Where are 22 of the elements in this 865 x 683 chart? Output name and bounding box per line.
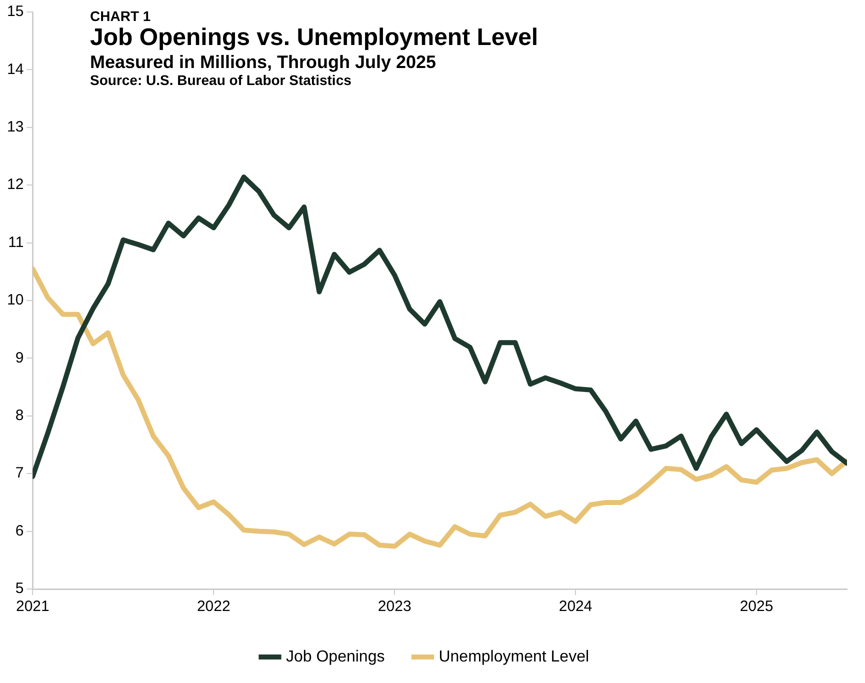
y-tick-label: 14 — [6, 60, 24, 78]
annotation: CHART 1 — [90, 8, 152, 24]
text: Measured in Millions, Through July 2025 — [90, 52, 438, 72]
y-tick-label: 8 — [15, 407, 24, 424]
x-tick-label: 2022 — [196, 598, 230, 616]
legend-label: Unemployment Level — [438, 648, 590, 666]
x-tick-label: 2023 — [378, 598, 412, 616]
legend-label: Job Openings — [286, 648, 385, 666]
y-tick-label: 15 — [6, 3, 24, 20]
y-tick-label: 9 — [15, 349, 24, 366]
annotation: Source: U.S. Bureau of Labor Statistics — [90, 72, 352, 88]
y-tick-label: 7 — [15, 464, 24, 482]
y-tick-label: 10 — [6, 292, 24, 309]
y-tick-label: 11 — [8, 234, 24, 251]
x-tick-label: 2024 — [558, 598, 592, 616]
x-tick-label: 2025 — [740, 598, 774, 616]
x-tick-label: 2021 — [16, 598, 50, 616]
y-tick-label: 6 — [15, 522, 24, 540]
y-tick-label: 12 — [6, 176, 24, 194]
y-tick-label: 5 — [15, 580, 24, 598]
text: Job Openings vs. Unemployment Level — [90, 24, 538, 52]
y-tick-label: 13 — [6, 118, 24, 136]
